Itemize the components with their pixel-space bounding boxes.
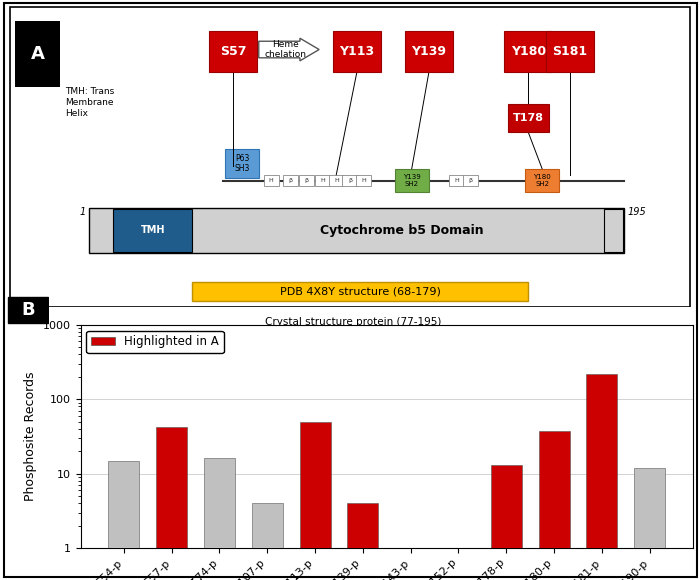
Text: Y113: Y113: [340, 45, 374, 59]
Text: H: H: [269, 178, 274, 183]
Text: B: B: [21, 301, 35, 320]
Bar: [94, 343, 568, 362]
Text: 1: 1: [80, 208, 86, 218]
Bar: [193, 282, 528, 302]
Text: β: β: [288, 178, 293, 183]
Bar: [634, 468, 665, 580]
Bar: [347, 503, 379, 580]
Bar: [315, 175, 330, 186]
Text: H: H: [334, 178, 339, 183]
Bar: [329, 175, 344, 186]
Text: P63
SH3: P63 SH3: [234, 154, 250, 173]
Bar: [342, 175, 358, 186]
Bar: [504, 31, 552, 72]
Bar: [283, 175, 298, 186]
FancyBboxPatch shape: [10, 8, 690, 307]
Bar: [545, 31, 594, 72]
Text: T178: T178: [513, 113, 544, 123]
Bar: [463, 175, 477, 186]
Bar: [108, 461, 139, 580]
Bar: [300, 422, 330, 580]
Text: β: β: [304, 178, 309, 183]
Text: Y139: Y139: [412, 45, 447, 59]
Bar: [491, 465, 522, 580]
Bar: [604, 209, 623, 252]
Bar: [333, 31, 381, 72]
Bar: [449, 175, 464, 186]
Text: PDB 4X8Y structure (68-179): PDB 4X8Y structure (68-179): [280, 287, 441, 297]
Text: S181: S181: [552, 45, 587, 59]
Bar: [90, 208, 624, 253]
Text: S57: S57: [220, 45, 246, 59]
Text: Heme
chelation: Heme chelation: [265, 40, 307, 59]
FancyBboxPatch shape: [15, 21, 60, 87]
Bar: [525, 169, 559, 193]
Bar: [144, 313, 563, 332]
Text: Crystal structure protein (77-195): Crystal structure protein (77-195): [265, 317, 442, 328]
Text: Y180
SH2: Y180 SH2: [533, 175, 551, 187]
Bar: [113, 209, 192, 252]
Bar: [299, 175, 314, 186]
Bar: [204, 458, 235, 580]
Bar: [587, 374, 617, 580]
Bar: [538, 430, 570, 580]
Bar: [252, 503, 283, 580]
Bar: [508, 104, 549, 132]
Text: NMR structure protein (44-195): NMR structure protein (44-195): [250, 347, 413, 358]
Bar: [156, 426, 187, 580]
Text: Cytochrome b5 Domain: Cytochrome b5 Domain: [320, 224, 483, 237]
FancyBboxPatch shape: [8, 297, 48, 324]
Bar: [225, 149, 260, 177]
Y-axis label: Phosphosite Records: Phosphosite Records: [25, 372, 37, 501]
Text: TMH: TMH: [141, 226, 165, 235]
Bar: [356, 175, 371, 186]
Text: Y180: Y180: [511, 45, 546, 59]
Text: A: A: [31, 45, 45, 63]
Bar: [405, 31, 453, 72]
FancyArrow shape: [259, 38, 319, 61]
Text: β: β: [468, 178, 472, 183]
Text: H: H: [454, 178, 458, 183]
Text: Y139
SH2: Y139 SH2: [403, 175, 421, 187]
Bar: [395, 169, 429, 193]
Text: 195: 195: [628, 208, 647, 218]
Legend: Highlighted in A: Highlighted in A: [86, 331, 224, 353]
Bar: [209, 31, 258, 72]
Text: TMH: Trans
Membrane
Helix: TMH: Trans Membrane Helix: [65, 87, 115, 118]
Text: β: β: [348, 178, 352, 183]
Text: H: H: [361, 178, 366, 183]
Bar: [264, 175, 279, 186]
Text: H: H: [320, 178, 325, 183]
